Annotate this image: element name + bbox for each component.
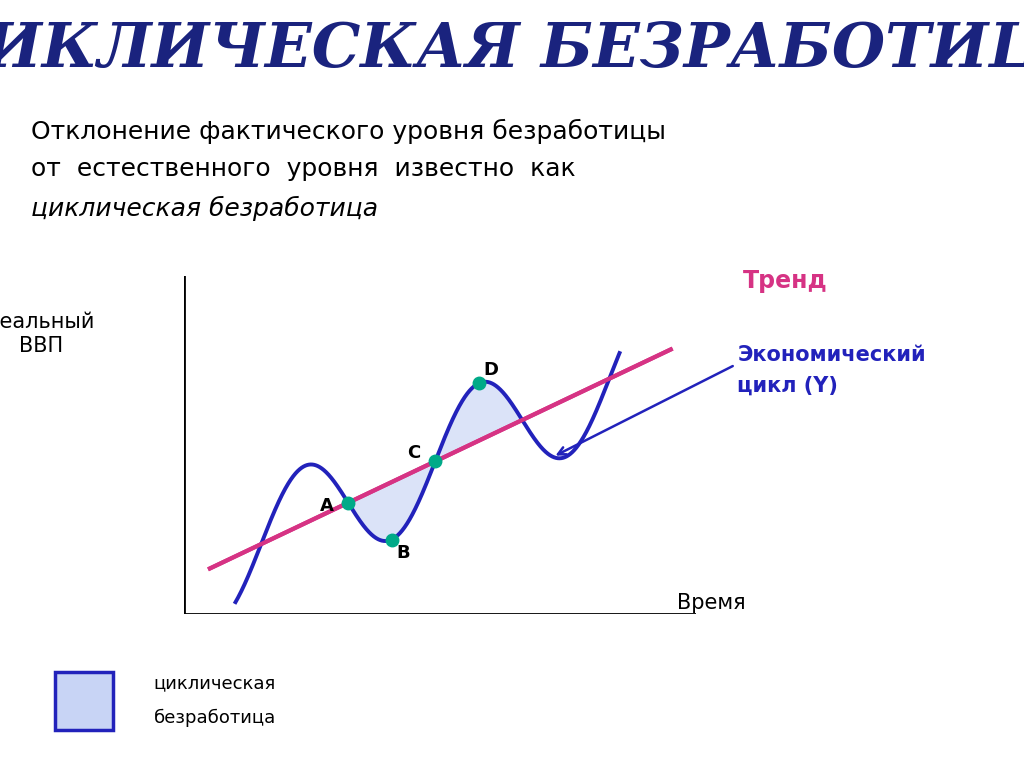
Text: C: C <box>407 444 420 462</box>
Text: Отклонение фактического уровня безработицы: Отклонение фактического уровня безработи… <box>31 119 666 144</box>
Text: Экономический: Экономический <box>737 345 926 365</box>
FancyBboxPatch shape <box>55 672 113 730</box>
Text: от  естественного  уровня  известно  как: от естественного уровня известно как <box>31 157 575 181</box>
Text: Тренд: Тренд <box>742 269 827 293</box>
Text: ЦИКЛИЧЕСКАЯ БЕЗРАБОТИЦА: ЦИКЛИЧЕСКАЯ БЕЗРАБОТИЦА <box>0 19 1024 79</box>
Text: циклическая: циклическая <box>154 674 275 693</box>
Text: Реальный
ВВП: Реальный ВВП <box>0 313 94 356</box>
Text: циклическая безработица: циклическая безработица <box>31 196 378 221</box>
Text: D: D <box>483 361 499 379</box>
Text: B: B <box>396 544 411 562</box>
Text: безработица: безработица <box>154 709 275 727</box>
Text: A: A <box>319 497 334 515</box>
Text: Время: Время <box>677 593 746 613</box>
Text: цикл (Y): цикл (Y) <box>737 376 839 396</box>
